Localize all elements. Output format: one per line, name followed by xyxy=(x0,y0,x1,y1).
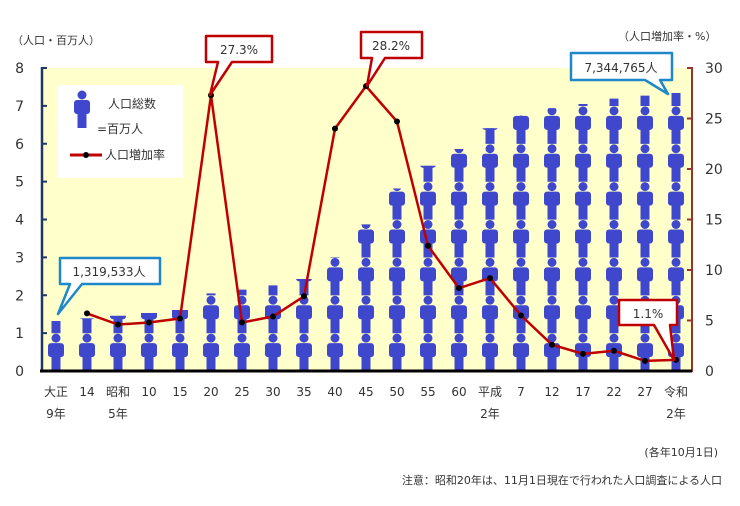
callout-last-pop: 7,344,765人 xyxy=(569,51,674,96)
legend-line-label: 人口増加率 xyxy=(105,147,165,162)
left-tick-label: 6 xyxy=(15,137,24,153)
right-tick-label: 10 xyxy=(705,263,723,279)
left-tick-label: 0 xyxy=(15,364,24,380)
footnote: 注意：昭和20年は、11月1日現在で行われた人口調査による人口 xyxy=(402,473,722,487)
left-tick-label: 5 xyxy=(15,175,24,191)
x-tick-label: 55 xyxy=(420,385,435,399)
x-tick-label: 25 xyxy=(234,385,249,399)
x-axis-labels: 大正 9年 14 昭和 5年 10 15 20 25 30 35 40 45 50 55 60 平成 2年 7 12 1… xyxy=(44,384,688,421)
left-tick-label: 7 xyxy=(15,99,24,115)
svg-text:28.2%: 28.2% xyxy=(372,39,410,53)
legend-pictogram-label: 人口総数 xyxy=(108,96,156,111)
left-tick-label: 1 xyxy=(15,326,24,342)
left-tick-label: 4 xyxy=(15,213,24,229)
growth-rate-point xyxy=(84,310,90,317)
left-axis-label: （人口・百万人） xyxy=(12,34,100,47)
svg-text:1.1%: 1.1% xyxy=(633,307,664,321)
x-tick-label: 大正 xyxy=(44,385,68,399)
growth-rate-point xyxy=(487,275,493,282)
right-axis-label: （人口増加率・%） xyxy=(618,29,716,43)
callout-peak2: 28.2% xyxy=(359,30,424,88)
legend: 人口総数 =百万人 人口増加率 xyxy=(57,85,183,178)
growth-rate-point xyxy=(580,350,586,357)
x-tick-label-line2: 5年 xyxy=(108,407,128,421)
x-tick-label-line2: 9年 xyxy=(46,407,66,421)
x-tick-label: 17 xyxy=(575,385,590,399)
right-tick-label: 0 xyxy=(705,364,714,380)
left-tick-label: 2 xyxy=(15,288,24,304)
x-tick-label: 20 xyxy=(203,385,218,399)
x-tick-label: 15 xyxy=(172,385,187,399)
x-tick-label: 昭和 xyxy=(106,385,130,399)
right-tick-label: 30 xyxy=(705,61,723,77)
growth-rate-point xyxy=(425,242,431,249)
growth-rate-point xyxy=(177,315,183,322)
growth-rate-point xyxy=(642,357,648,364)
svg-text:27.3%: 27.3% xyxy=(220,43,258,57)
growth-rate-point xyxy=(456,285,462,292)
growth-rate-point xyxy=(518,312,524,319)
growth-rate-point xyxy=(549,341,555,348)
x-tick-label: 令和 xyxy=(664,384,688,399)
right-tick-label: 20 xyxy=(705,162,723,178)
callout-first-pop: 1,319,533人 xyxy=(56,256,162,316)
growth-rate-point xyxy=(239,319,245,326)
growth-rate-point xyxy=(332,125,338,132)
x-tick-label: 27 xyxy=(637,385,652,399)
x-tick-label: 14 xyxy=(79,385,94,399)
callout-last-rate: 1.1% xyxy=(617,298,679,362)
growth-rate-point xyxy=(270,313,276,320)
x-tick-label: 7 xyxy=(517,385,525,399)
right-axis-ticks: 0 5 10 15 20 25 30 xyxy=(687,61,723,380)
x-tick-label: 12 xyxy=(544,385,559,399)
growth-rate-point xyxy=(611,347,617,354)
x-tick-label: 30 xyxy=(265,385,280,399)
x-tick-label: 22 xyxy=(606,385,621,399)
growth-rate-point xyxy=(301,293,307,300)
x-tick-label: 40 xyxy=(327,385,342,399)
x-tick-label: 60 xyxy=(451,385,466,399)
svg-text:7,344,765人: 7,344,765人 xyxy=(584,61,657,75)
growth-rate-point xyxy=(146,319,152,326)
left-tick-label: 3 xyxy=(15,250,24,266)
legend-marker-icon xyxy=(83,152,89,158)
x-tick-label-line2: 2年 xyxy=(666,407,686,421)
growth-rate-line xyxy=(84,83,679,364)
date-note: (各年10月1日) xyxy=(644,445,718,459)
right-tick-label: 25 xyxy=(705,112,723,128)
growth-rate-path xyxy=(86,84,677,363)
x-tick-label: 45 xyxy=(358,385,373,399)
right-tick-label: 15 xyxy=(705,213,723,229)
x-tick-label: 10 xyxy=(141,385,156,399)
growth-rate-point xyxy=(115,321,121,328)
x-tick-label: 35 xyxy=(296,385,311,399)
legend-pictogram-unit: =百万人 xyxy=(97,122,143,136)
right-tick-label: 5 xyxy=(705,314,714,330)
left-tick-label: 8 xyxy=(15,61,24,77)
svg-text:1,319,533人: 1,319,533人 xyxy=(72,265,145,279)
x-tick-label: 50 xyxy=(389,385,404,399)
x-tick-label: 平成 xyxy=(478,385,502,399)
x-tick-label-line2: 2年 xyxy=(480,407,500,421)
callout-peak1: 27.3% xyxy=(204,34,274,97)
growth-rate-point xyxy=(394,118,400,125)
